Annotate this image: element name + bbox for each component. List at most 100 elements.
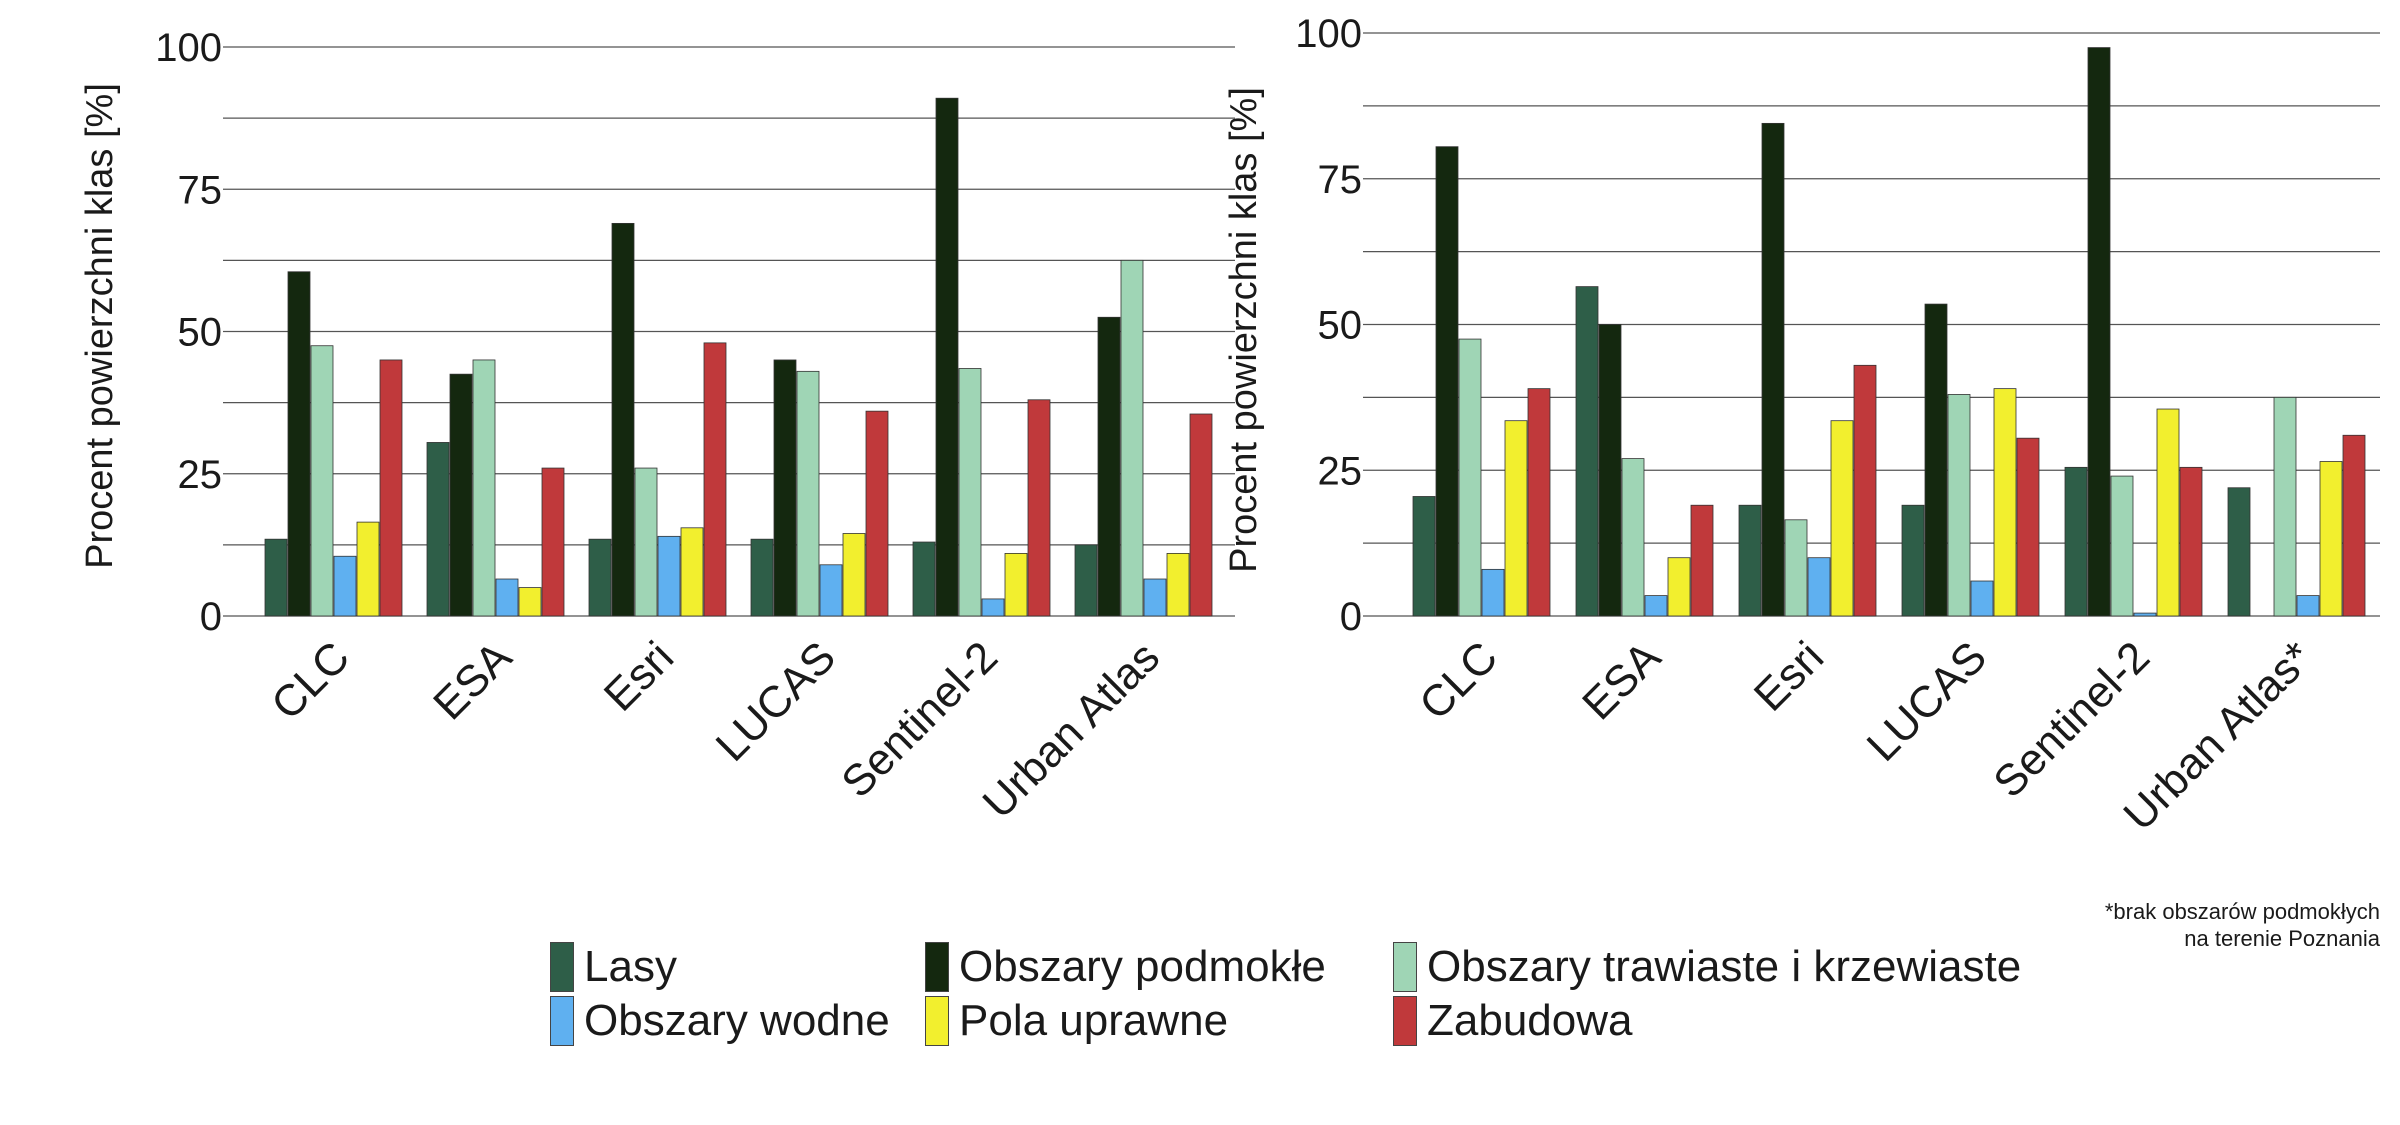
x-tick-label-lucas: LUCAS	[707, 632, 845, 770]
bar-obszary-podmokle-lucas	[773, 359, 797, 617]
bar-obszary-podmokle-clc	[1435, 146, 1459, 617]
bar-obszary-podmokle-esri	[1761, 122, 1785, 617]
legend-item-lasy: Lasy	[550, 940, 925, 994]
bar-lasy-esri	[1738, 504, 1762, 617]
legend-swatch-zabudowa	[1393, 996, 1417, 1046]
y-tick-label: 50	[1318, 304, 1363, 348]
legend-item-pola-uprawne: Pola uprawne	[925, 994, 1393, 1048]
bar-obszary-wodne-esri	[657, 535, 681, 617]
bar-pola-uprawne-clc	[356, 521, 380, 617]
bar-obszary-wodne-sentinel-2	[2133, 612, 2157, 617]
bar-lasy-esa	[1575, 286, 1599, 617]
bar-zabudowa-esri	[703, 342, 727, 617]
bar-pola-uprawne-esri	[680, 527, 704, 617]
bar-obszary-podmokle-clc	[287, 271, 311, 617]
bar-zabudowa-clc	[379, 359, 403, 617]
bar-obszary-trawiaste-i-krzewiaste-clc	[310, 345, 334, 617]
legend-item-obszary-trawiaste: Obszary trawiaste i krzewiaste	[1393, 940, 2033, 994]
bar-obszary-wodne-clc	[1481, 568, 1505, 617]
footnote-line-1: *brak obszarów podmokłych	[2104, 899, 2380, 924]
y-axis-label: Procent powierzchni klas [%]	[1223, 87, 1265, 573]
bar-obszary-podmokle-sentinel-2	[2087, 47, 2111, 617]
bar-lasy-urban-atlas	[2227, 487, 2251, 617]
bar-pola-uprawne-sentinel-2	[1004, 553, 1028, 617]
bar-zabudowa-lucas	[865, 410, 889, 617]
legend-swatch-pola-uprawne	[925, 996, 949, 1046]
bar-lasy-lucas	[750, 538, 774, 617]
y-tick-label: 75	[178, 168, 223, 212]
bar-obszary-trawiaste-i-krzewiaste-esri	[634, 467, 658, 617]
bar-obszary-wodne-clc	[333, 555, 357, 617]
y-tick-label: 25	[1318, 449, 1363, 493]
bar-pola-uprawne-esa	[518, 587, 542, 617]
bar-obszary-podmokle-urban-atlas	[1097, 316, 1121, 617]
bar-obszary-trawiaste-i-krzewiaste-esri	[1784, 519, 1808, 617]
bar-obszary-podmokle-lucas	[1924, 303, 1948, 617]
bar-pola-uprawne-clc	[1504, 420, 1528, 617]
bar-zabudowa-urban-atlas	[1189, 413, 1213, 617]
legend-swatch-lasy	[550, 942, 574, 992]
bar-obszary-podmokle-esa	[1598, 324, 1622, 617]
bar-obszary-podmokle-esa	[449, 373, 473, 617]
y-tick-label: 75	[1318, 158, 1363, 202]
legend-swatch-obszary-wodne	[550, 996, 574, 1046]
bar-pola-uprawne-urban-atlas	[1166, 553, 1190, 617]
x-tick-label-lucas: LUCAS	[1858, 632, 1996, 770]
bar-obszary-trawiaste-i-krzewiaste-esa	[1621, 458, 1645, 617]
bar-lasy-sentinel-2	[912, 541, 936, 617]
bar-lasy-urban-atlas	[1074, 544, 1098, 617]
footnote-line-2: na terenie Poznania	[2184, 926, 2380, 951]
bar-obszary-wodne-lucas	[819, 564, 843, 617]
y-tick-label: 0	[200, 595, 222, 639]
bar-obszary-podmokle-sentinel-2	[935, 97, 959, 617]
bar-pola-uprawne-esa	[1667, 557, 1691, 617]
bar-zabudowa-esa	[541, 467, 565, 617]
bar-obszary-wodne-sentinel-2	[981, 598, 1005, 617]
bar-obszary-trawiaste-i-krzewiaste-urban-atlas	[1120, 259, 1144, 617]
legend-label-lasy: Lasy	[584, 942, 677, 991]
chart-panel-1: 0 25 50 75 100 Procent powierzchni klas [%] CL…	[79, 26, 1235, 828]
bar-obszary-trawiaste-i-krzewiaste-lucas	[796, 370, 820, 617]
bar-obszary-trawiaste-i-krzewiaste-urban-atlas	[2273, 396, 2297, 617]
legend: Lasy Obszary podmokłe Obszary trawiaste …	[550, 940, 2110, 1048]
legend-label-obszary-podmokle: Obszary podmokłe	[959, 942, 1326, 991]
bar-lasy-lucas	[1901, 504, 1925, 617]
x-tick-label-sentinel-2: Sentinel-2	[1984, 632, 2159, 807]
bar-lasy-esri	[588, 538, 612, 617]
y-tick-label: 100	[155, 26, 222, 70]
bar-zabudowa-sentinel-2	[2179, 466, 2203, 617]
bar-obszary-trawiaste-i-krzewiaste-sentinel-2	[2110, 475, 2134, 617]
bar-zabudowa-urban-atlas	[2342, 434, 2366, 617]
legend-label-obszary-trawiaste: Obszary trawiaste i krzewiaste	[1427, 942, 2022, 991]
y-tick-label: 25	[178, 453, 223, 497]
x-tick-label-clc: CLC	[1410, 632, 1507, 729]
bar-zabudowa-clc	[1527, 388, 1551, 617]
y-axis-label: Procent powierzchni klas [%]	[79, 83, 121, 569]
bar-obszary-trawiaste-i-krzewiaste-clc	[1458, 338, 1482, 617]
bar-obszary-trawiaste-i-krzewiaste-esa	[472, 359, 496, 617]
bar-pola-uprawne-lucas	[842, 533, 866, 617]
y-tick-label: 50	[178, 311, 223, 355]
x-tick-label-clc: CLC	[262, 632, 359, 729]
x-tick-label-esri: Esri	[1745, 632, 1833, 720]
x-tick-label-sentinel-2: Sentinel-2	[832, 632, 1007, 807]
bar-obszary-wodne-esa	[1644, 595, 1668, 617]
bar-zabudowa-esri	[1853, 364, 1877, 617]
bar-obszary-trawiaste-i-krzewiaste-sentinel-2	[958, 368, 982, 617]
bar-pola-uprawne-lucas	[1993, 388, 2017, 617]
bar-obszary-wodne-esri	[1807, 557, 1831, 617]
legend-label-pola-uprawne: Pola uprawne	[959, 996, 1229, 1045]
y-tick-label: 100	[1295, 12, 1362, 56]
bar-lasy-clc	[264, 538, 288, 617]
bar-obszary-wodne-lucas	[1970, 580, 1994, 617]
bar-obszary-wodne-urban-atlas	[1143, 578, 1167, 617]
x-tick-label-esri: Esri	[595, 632, 683, 720]
bar-zabudowa-sentinel-2	[1027, 399, 1051, 617]
bar-zabudowa-esa	[1690, 504, 1714, 617]
chart-panel-2: 0 25 50 75 100 Procent powierzchni klas [%] CL…	[1223, 12, 2380, 840]
legend-label-zabudowa: Zabudowa	[1427, 996, 1633, 1045]
x-tick-label-esa: ESA	[1573, 632, 1670, 729]
legend-item-zabudowa: Zabudowa	[1393, 994, 2033, 1048]
bar-lasy-clc	[1412, 496, 1436, 617]
